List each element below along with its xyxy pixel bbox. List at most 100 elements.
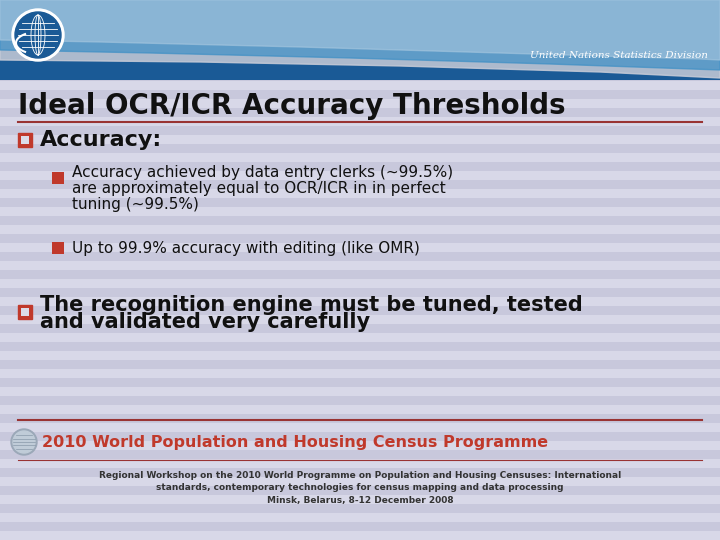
Bar [0, 531, 720, 540]
Bar [0, 324, 720, 333]
Bar [0, 369, 720, 378]
Bar [21, 308, 29, 316]
Bar [18, 305, 32, 319]
Bar [0, 153, 720, 162]
Bar [0, 279, 720, 288]
Text: Accuracy achieved by data entry clerks (~99.5%): Accuracy achieved by data entry clerks (… [72, 165, 453, 180]
Bar [0, 333, 720, 342]
Bar [0, 504, 720, 513]
Bar [0, 45, 720, 54]
Circle shape [12, 9, 64, 61]
Bar [0, 9, 720, 18]
Bar [0, 450, 720, 459]
Polygon shape [0, 0, 720, 70]
Bar [0, 414, 720, 423]
Bar [0, 189, 720, 198]
Bar [0, 297, 720, 306]
Bar [0, 36, 720, 45]
Bar [0, 126, 720, 135]
Bar [0, 180, 720, 189]
Bar [0, 135, 720, 144]
Bar [0, 432, 720, 441]
Bar [0, 486, 720, 495]
Bar [0, 459, 720, 468]
Bar [0, 420, 720, 540]
Bar [0, 288, 720, 297]
Bar [0, 405, 720, 414]
Bar [0, 423, 720, 432]
Bar [52, 242, 64, 254]
Bar [0, 27, 720, 36]
Polygon shape [0, 0, 720, 78]
Text: 2010 World Population and Housing Census Programme: 2010 World Population and Housing Census… [42, 435, 548, 449]
Circle shape [13, 431, 35, 453]
Bar [0, 396, 720, 405]
Bar [0, 198, 720, 207]
Bar [0, 495, 720, 504]
Bar [0, 513, 720, 522]
Text: tuning (~99.5%): tuning (~99.5%) [72, 198, 199, 213]
Bar [0, 468, 720, 477]
Bar [0, 54, 720, 63]
Bar [0, 234, 720, 243]
Bar [0, 477, 720, 486]
Text: standards, contemporary technologies for census mapping and data processing: standards, contemporary technologies for… [156, 483, 564, 492]
Bar [0, 351, 720, 360]
Bar [0, 0, 720, 9]
Bar [0, 387, 720, 396]
Bar [0, 504, 720, 513]
Text: Accuracy:: Accuracy: [40, 130, 162, 150]
Bar [0, 207, 720, 216]
Bar [0, 225, 720, 234]
Bar [0, 441, 720, 450]
Bar [0, 459, 720, 468]
Bar [0, 261, 720, 270]
Bar [0, 315, 720, 324]
Bar [0, 531, 720, 540]
Bar [0, 378, 720, 387]
Bar [0, 522, 720, 531]
Bar [0, 522, 720, 531]
Bar [0, 243, 720, 252]
Bar [0, 72, 720, 81]
Bar [21, 136, 29, 144]
Polygon shape [0, 0, 720, 60]
Text: Ideal OCR/ICR Accuracy Thresholds: Ideal OCR/ICR Accuracy Thresholds [18, 92, 566, 120]
Bar [0, 90, 720, 99]
Bar [0, 414, 720, 423]
Bar [0, 513, 720, 522]
Bar [0, 270, 720, 279]
Bar [0, 162, 720, 171]
Bar [0, 108, 720, 117]
Bar [18, 133, 32, 147]
Bar [0, 477, 720, 486]
Bar [0, 432, 720, 441]
Bar [0, 495, 720, 504]
Text: Regional Workshop on the 2010 World Programme on Population and Housing Censuses: Regional Workshop on the 2010 World Prog… [99, 470, 621, 480]
Bar [0, 81, 720, 90]
Bar [0, 117, 720, 126]
Bar [0, 18, 720, 27]
Bar [0, 468, 720, 477]
Text: and validated very carefully: and validated very carefully [40, 312, 370, 332]
Bar [0, 144, 720, 153]
Text: Minsk, Belarus, 8-12 December 2008: Minsk, Belarus, 8-12 December 2008 [266, 496, 454, 505]
Bar [0, 0, 720, 80]
Bar [0, 216, 720, 225]
Bar [0, 441, 720, 450]
Bar [0, 360, 720, 369]
Text: Up to 99.9% accuracy with editing (like OMR): Up to 99.9% accuracy with editing (like … [72, 240, 420, 255]
Text: The recognition engine must be tuned, tested: The recognition engine must be tuned, te… [40, 295, 582, 315]
Bar [0, 63, 720, 72]
Bar [0, 486, 720, 495]
Bar [0, 342, 720, 351]
Circle shape [15, 12, 61, 58]
Bar [52, 172, 64, 184]
Text: United Nations Statistics Division: United Nations Statistics Division [530, 51, 708, 60]
Bar [0, 171, 720, 180]
Bar [0, 450, 720, 459]
Text: are approximately equal to OCR/ICR in in perfect: are approximately equal to OCR/ICR in in… [72, 181, 446, 197]
Bar [0, 306, 720, 315]
Bar [0, 423, 720, 432]
Bar [0, 252, 720, 261]
